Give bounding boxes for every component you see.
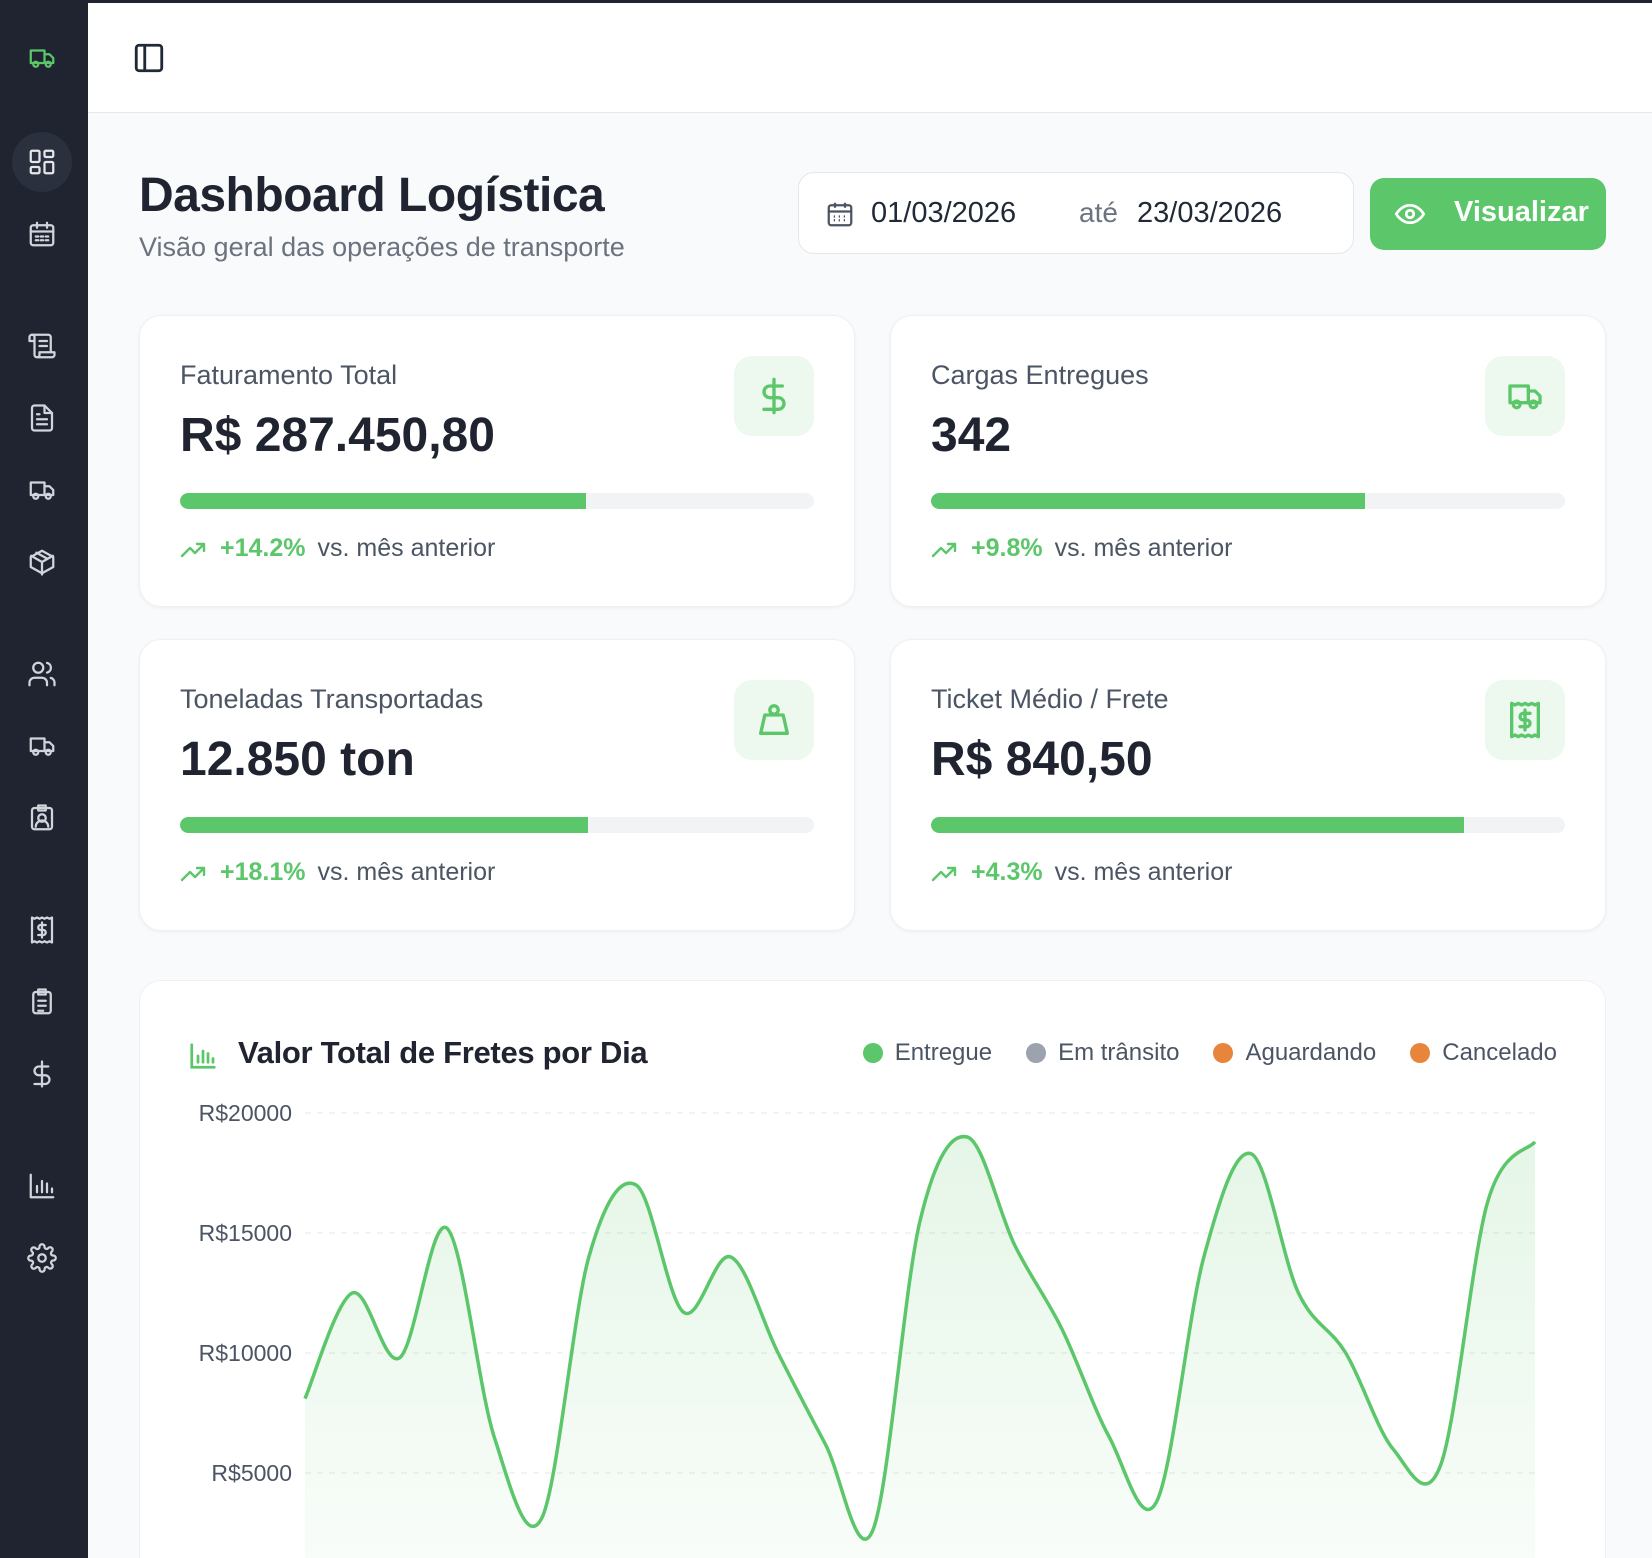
legend-item-canceled[interactable]: Cancelado [1410,1039,1557,1067]
legend-item-in-transit[interactable]: Em trânsito [1026,1039,1179,1067]
kpi-change: +18.1% [220,858,306,886]
kpi-value: R$ 287.450,80 [180,409,495,462]
page-subtitle: Visão geral das operações de transporte [139,232,625,262]
trending-up-icon [180,866,206,881]
kpi-value: R$ 840,50 [931,733,1153,786]
kpi-label: Faturamento Total [180,360,398,390]
kpi-card-tonnage: Toneladas Transportadas 12.850 ton +18.1… [139,639,855,931]
kpi-progress-bar [931,817,1565,833]
receipt-icon [1485,680,1565,760]
kpi-trend: +18.1% vs. mês anterior [180,858,495,887]
kpi-change: +4.3% [971,858,1043,886]
kpi-comparison: vs. mês anterior [1054,534,1233,562]
legend-label: Aguardando [1245,1039,1377,1066]
date-start-input[interactable]: 01/03/2026 [871,197,1017,229]
trending-up-icon [180,542,206,557]
date-separator: até [1079,197,1118,228]
date-range-picker[interactable]: 01/03/2026 até 23/03/2026 [798,172,1354,254]
calendar-icon [825,199,855,229]
truck-logo-icon[interactable] [16,32,68,84]
y-tick-label: R$10000 [199,1340,292,1366]
truck-icon [1485,356,1565,436]
settings-icon[interactable] [16,1232,68,1284]
dollar-icon [734,356,814,436]
visualize-button-label: Visualizar [1454,196,1589,228]
visualize-button[interactable]: Visualizar [1370,178,1606,250]
kpi-progress-bar [180,817,814,833]
trending-up-icon [931,866,957,881]
eye-icon [1394,203,1426,225]
freight-chart-card: Valor Total de Fretes por Dia Entregue E… [139,980,1606,1558]
y-tick-label: R$20000 [199,1100,292,1126]
y-tick-label: R$5000 [211,1460,292,1486]
series-area-delivered [305,1136,1535,1558]
kpi-label: Toneladas Transportadas [180,684,484,714]
calendar-icon[interactable] [16,208,68,260]
sidebar [0,0,88,1558]
kpi-comparison: vs. mês anterior [317,858,496,886]
driver-badge-icon[interactable] [16,792,68,844]
dollar-icon[interactable] [16,1048,68,1100]
chart-title: Valor Total de Fretes por Dia [238,1035,648,1070]
kpi-card-avg-ticket: Ticket Médio / Frete R$ 840,50 +4.3% vs.… [890,639,1606,931]
kpi-trend: +9.8% vs. mês anterior [931,534,1232,563]
kpi-label: Cargas Entregues [931,360,1149,390]
weight-icon [734,680,814,760]
dashboard-grid-icon[interactable] [12,132,72,192]
kpi-card-deliveries: Cargas Entregues 342 +9.8% vs. mês anter… [890,315,1606,607]
kpi-value: 342 [931,409,1012,462]
truck-fleet-icon[interactable] [16,720,68,772]
kpi-progress-bar [931,493,1565,509]
kpi-change: +14.2% [220,534,306,562]
package-icon[interactable] [16,536,68,588]
legend-item-waiting[interactable]: Aguardando [1213,1039,1376,1067]
clipboard-icon[interactable] [16,976,68,1028]
kpi-label: Ticket Médio / Frete [931,684,1169,714]
y-tick-label: R$15000 [199,1220,292,1246]
legend-label: Em trânsito [1058,1039,1180,1066]
kpi-trend: +14.2% vs. mês anterior [180,534,495,563]
kpi-trend: +4.3% vs. mês anterior [931,858,1232,887]
kpi-comparison: vs. mês anterior [317,534,496,562]
topbar [88,0,1652,113]
kpi-card-revenue: Faturamento Total R$ 287.450,80 +14.2% v… [139,315,855,607]
bar-chart-icon [188,1041,218,1071]
bar-chart-icon[interactable] [16,1160,68,1212]
series-line-delivered [303,1134,1537,1541]
legend-label: Cancelado [1442,1039,1557,1066]
legend-label: Entregue [894,1039,993,1066]
legend-item-delivered[interactable]: Entregue [862,1039,993,1067]
truck-icon[interactable] [16,464,68,516]
users-icon[interactable] [16,648,68,700]
kpi-progress-bar [180,493,814,509]
document-icon[interactable] [16,392,68,444]
scroll-icon[interactable] [16,320,68,372]
kpi-change: +9.8% [971,534,1043,562]
trending-up-icon [931,542,957,557]
page-title: Dashboard Logística [139,169,605,222]
kpi-value: 12.850 ton [180,733,415,786]
date-end-input[interactable]: 23/03/2026 [1137,197,1283,229]
chart-legend: Entregue Em trânsito Aguardando Cancelad… [862,1039,1557,1067]
area-chart: R$20000 R$15000 R$10000 R$5000 [199,1100,1537,1558]
kpi-comparison: vs. mês anterior [1054,858,1233,886]
sidebar-toggle-icon[interactable] [132,41,166,75]
receipt-icon[interactable] [16,904,68,956]
